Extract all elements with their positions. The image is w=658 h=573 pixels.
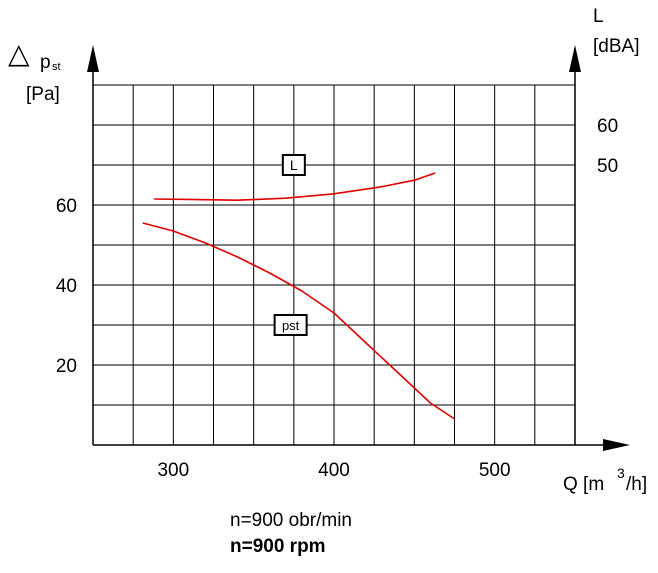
speed-note-local: n=900 obr/min: [230, 510, 352, 531]
y-left-tick-label: 20: [56, 356, 77, 377]
annotation-box: [273, 314, 308, 336]
grid: [92, 84, 576, 445]
x-tick-label: 300: [157, 460, 189, 481]
x-tick-label: 400: [318, 460, 350, 481]
x-tick-label: 500: [479, 460, 511, 481]
tick-labels: 300 400 500 20 40 60 60 50: [56, 116, 618, 481]
delta-symbol: △: [8, 38, 30, 69]
x-axis-arrow: [603, 439, 630, 451]
y-left-unit: [Pa]: [26, 84, 60, 105]
y-right-tick-label: 60: [597, 116, 618, 137]
axes: [87, 45, 630, 451]
x-title: Q [m: [563, 474, 604, 495]
speed-note-english: n=900 rpm: [230, 536, 326, 557]
annotation-label: L: [290, 157, 298, 173]
y-left-title-sub: st: [52, 61, 61, 73]
y-left-title: p: [40, 52, 51, 73]
y-axis-right-arrow: [569, 45, 581, 72]
y-left-tick-label: 40: [56, 276, 77, 297]
y-right-title: L: [593, 6, 604, 27]
y-axis-left-arrow: [87, 45, 99, 72]
series-line-pst: [142, 222, 455, 420]
x-title-sup: 3: [617, 465, 625, 481]
y-right-tick-label: 50: [597, 156, 618, 177]
annotation-label: pst: [282, 318, 300, 333]
annotation-box: [281, 154, 306, 176]
x-title-end: /h]: [626, 474, 647, 495]
series-lines: [142, 172, 455, 420]
series-line-l: [154, 172, 436, 201]
axis-titles: △ p st [Pa] L [dBA] Q [m 3/h]: [8, 6, 647, 495]
y-right-unit: [dBA]: [593, 36, 639, 57]
y-left-tick-label: 60: [56, 196, 77, 217]
